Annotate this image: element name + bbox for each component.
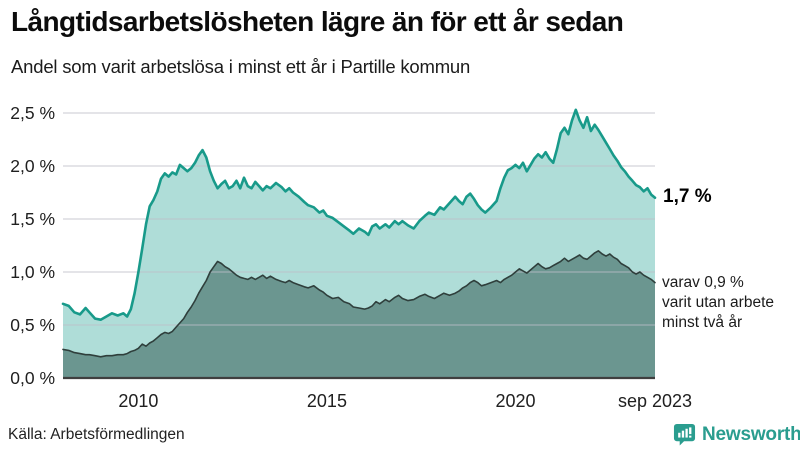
y-tick-label: 1,0 % <box>10 261 55 282</box>
annotation-line-2: varit utan arbete <box>662 294 775 311</box>
total-end-value-label: 1,7 % <box>663 185 712 207</box>
x-tick-label: 2015 <box>306 391 347 411</box>
line-total <box>61 108 657 321</box>
y-tick-label: 0,0 % <box>10 367 55 388</box>
y-tick-label: 1,5 % <box>10 208 55 229</box>
source-note: Källa: Arbetsförmedlingen <box>8 426 185 443</box>
area-fill-two-year <box>63 250 655 378</box>
y-tick-label: 2,5 % <box>10 102 55 123</box>
line-two-year <box>62 250 656 358</box>
y-tick-label: 0,5 % <box>10 314 55 335</box>
newsworthy-bubble-chart-icon <box>673 423 696 446</box>
newsworthy-logo: Newsworthy <box>673 423 800 446</box>
y-tick-label: 2,0 % <box>10 155 55 176</box>
annotation-line-1: varav 0,9 % <box>662 274 744 291</box>
two-year-annotation: varav 0,9 % varit utan arbete minst två … <box>662 273 774 333</box>
newsworthy-wordmark: Newsworthy <box>702 423 800 445</box>
annotation-line-3: minst två år <box>662 314 743 331</box>
x-tick-label: 2010 <box>118 391 159 411</box>
x-tick-label: sep 2023 <box>617 391 693 411</box>
page-title: Långtidsarbetslösheten lägre än för ett … <box>11 6 624 37</box>
chart-subtitle: Andel som varit arbetslösa i minst ett å… <box>11 56 471 77</box>
x-tick-label: 2020 <box>495 391 536 411</box>
